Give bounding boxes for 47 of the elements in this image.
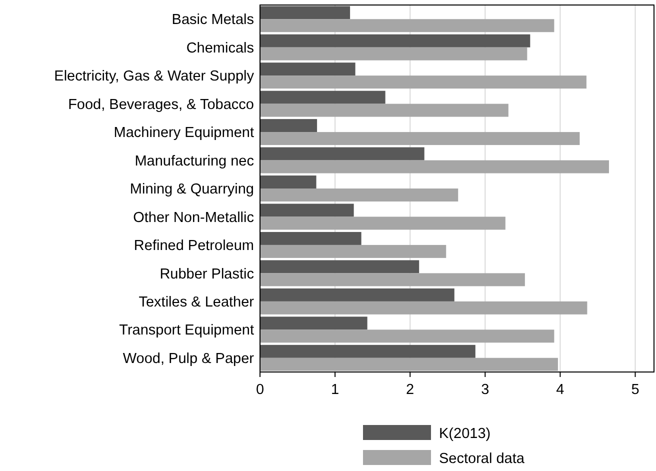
bar — [260, 132, 580, 146]
y-tick-label: Basic Metals — [172, 12, 254, 28]
bar — [260, 260, 420, 274]
y-tick-label: Mining & Quarrying — [130, 182, 254, 198]
y-tick-label: Wood, Pulp & Paper — [122, 350, 254, 367]
y-tick-label: Other Non-Metallic — [133, 210, 254, 226]
y-tick-label: Manufacturing nec — [134, 153, 254, 170]
bar — [260, 244, 446, 258]
bar — [260, 160, 609, 174]
bar — [260, 147, 424, 160]
y-tick-label: Transport Equipment — [119, 322, 254, 339]
bar — [260, 119, 318, 132]
bar — [260, 6, 350, 20]
bar — [260, 344, 476, 358]
bar — [260, 301, 588, 314]
x-tick-label: 0 — [256, 382, 264, 398]
x-tick-label: 1 — [331, 382, 340, 398]
x-tick-label: 5 — [631, 382, 640, 398]
y-tick-label: Rubber Plastic — [160, 266, 254, 282]
bar — [260, 47, 528, 60]
bar — [260, 288, 454, 302]
bar — [260, 34, 530, 48]
bar — [260, 90, 386, 104]
bar — [260, 19, 554, 32]
bar — [260, 76, 586, 89]
y-tick-label: Textiles & Leather — [138, 294, 254, 310]
bar — [260, 273, 525, 286]
bar — [260, 104, 508, 117]
y-tick-label: Machinery Equipment — [114, 125, 254, 142]
y-tick-label: Refined Petroleum — [134, 238, 254, 254]
bar — [260, 358, 558, 371]
x-tick-label: 3 — [481, 382, 490, 398]
bar — [260, 330, 554, 343]
bar — [260, 188, 458, 202]
bar — [260, 216, 506, 230]
legend-label: K(2013) — [439, 426, 491, 442]
y-tick-label: Chemicals — [186, 40, 254, 56]
bar — [260, 232, 362, 245]
x-tick-label: 4 — [556, 382, 564, 398]
bar — [260, 62, 356, 76]
bar — [260, 204, 354, 217]
x-tick-label: 2 — [406, 382, 414, 398]
legend-label: Sectoral data — [439, 451, 526, 468]
y-tick-label: Food, Beverages, & Tobacco — [68, 96, 254, 113]
bar — [260, 176, 316, 188]
bar — [260, 316, 368, 330]
y-tick-label: Electricity, Gas & Water Supply — [54, 68, 255, 85]
